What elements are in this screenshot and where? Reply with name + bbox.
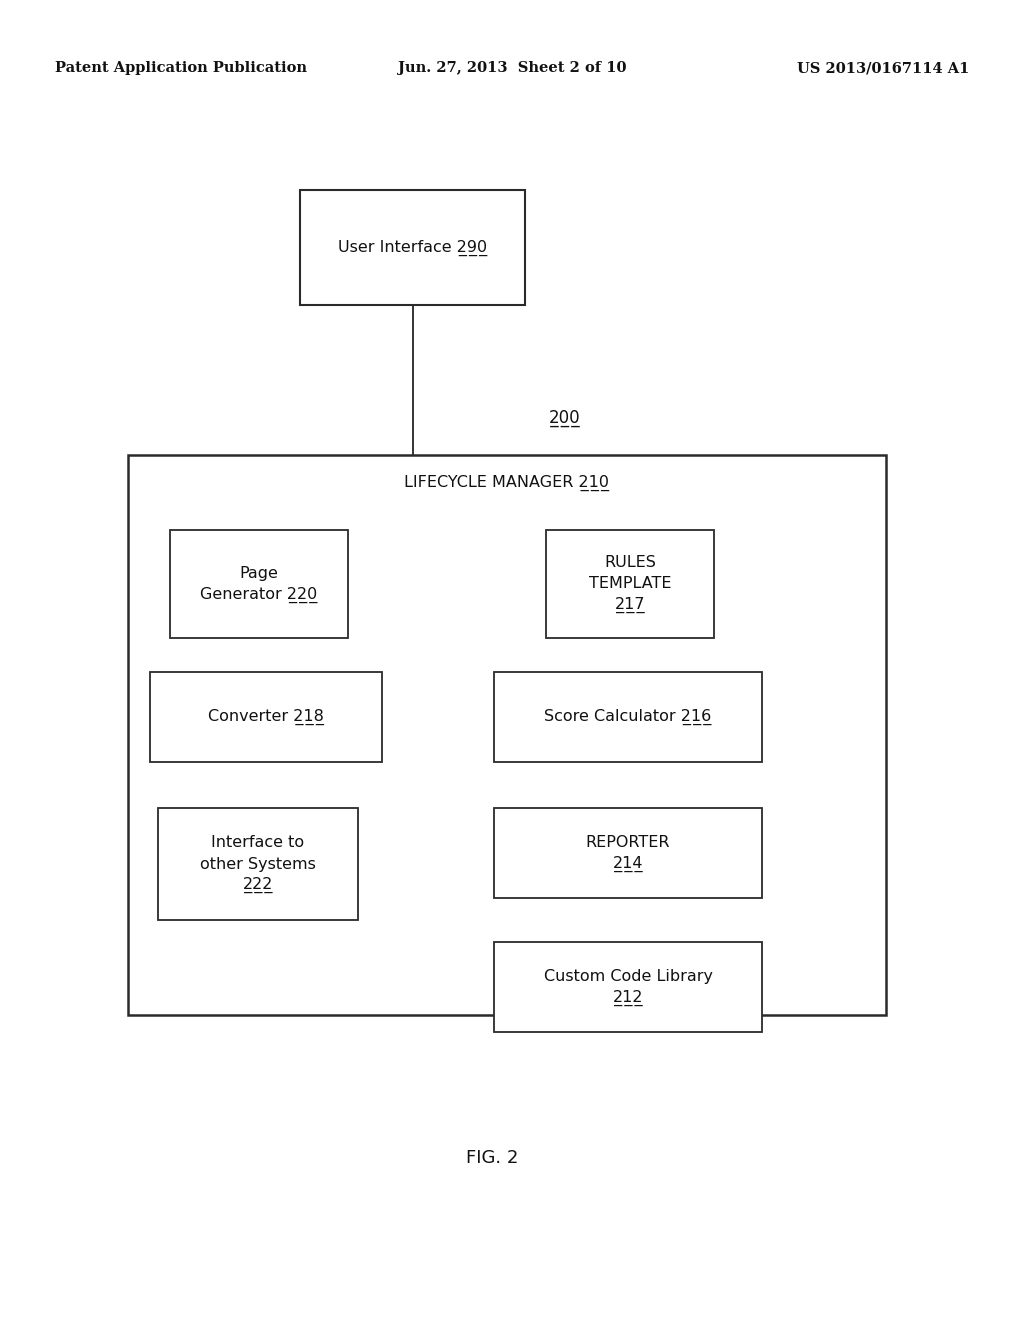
Text: 2̲2̲2̲: 2̲2̲2̲ [243,878,273,894]
Text: Jun. 27, 2013  Sheet 2 of 10: Jun. 27, 2013 Sheet 2 of 10 [397,61,627,75]
Text: Patent Application Publication: Patent Application Publication [55,61,307,75]
Text: other Systems: other Systems [200,857,316,871]
Bar [300,190,525,305]
Bar [150,672,382,762]
Text: 2̲1̲7̲: 2̲1̲7̲ [614,597,645,614]
Bar [170,531,348,638]
Text: 2̲0̲0̲: 2̲0̲0̲ [549,409,581,426]
Text: 2̲1̲4̲: 2̲1̲4̲ [612,855,643,871]
Bar [546,531,714,638]
Text: Page: Page [240,566,279,581]
Text: US 2013/0167114 A1: US 2013/0167114 A1 [797,61,969,75]
Text: TEMPLATE: TEMPLATE [589,577,672,591]
Bar [494,672,762,762]
Text: Custom Code Library: Custom Code Library [544,969,713,983]
Text: 2̲1̲2̲: 2̲1̲2̲ [612,990,643,1006]
Bar [128,455,886,1015]
Text: Converter 2̲1̲8̲: Converter 2̲1̲8̲ [208,709,324,725]
Text: REPORTER: REPORTER [586,834,671,850]
Text: RULES: RULES [604,556,656,570]
Text: LIFECYCLE MANAGER 2̲1̲0̲: LIFECYCLE MANAGER 2̲1̲0̲ [404,475,609,491]
Bar [494,808,762,898]
Text: Generator 2̲2̲0̲: Generator 2̲2̲0̲ [201,586,317,603]
Text: User Interface 2̲9̲0̲: User Interface 2̲9̲0̲ [338,239,487,256]
Bar [158,808,358,920]
Bar [494,942,762,1032]
Text: FIG. 2: FIG. 2 [466,1148,518,1167]
Text: Score Calculator 2̲1̲6̲: Score Calculator 2̲1̲6̲ [545,709,712,725]
Text: Interface to: Interface to [211,836,304,850]
